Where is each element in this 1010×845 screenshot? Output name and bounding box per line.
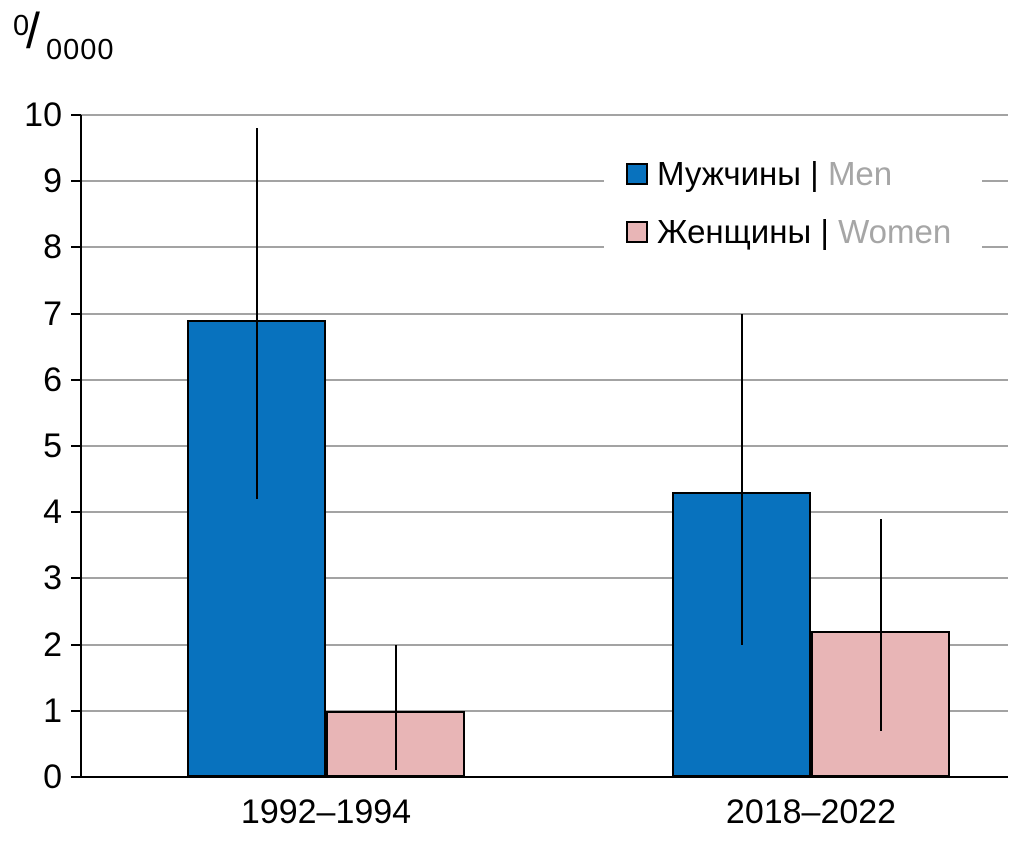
y-tick-mark xyxy=(71,643,81,646)
y-tick-label: 1 xyxy=(43,691,62,730)
y-tick-label: 7 xyxy=(43,294,62,333)
legend-women-label-ru: Женщины xyxy=(657,212,812,250)
y-tick-mark xyxy=(71,445,81,447)
y-tick-mark xyxy=(71,577,81,580)
x-tick-label: 2018–2022 xyxy=(725,793,897,831)
gridline xyxy=(81,246,1008,249)
y-axis xyxy=(80,115,82,777)
gridline xyxy=(81,643,1008,646)
gridline xyxy=(81,180,1008,183)
y-tick-mark xyxy=(71,709,81,712)
gridline xyxy=(81,445,1008,447)
y-tick-mark xyxy=(71,246,81,249)
y-axis-unit-label: 0 / 0000 xyxy=(13,3,123,70)
y-tick-label: 10 xyxy=(24,96,62,134)
legend-separator: | xyxy=(801,154,828,192)
legend-women-label-en: Women xyxy=(838,212,952,250)
error-bar-women-1 xyxy=(879,518,882,731)
gridline xyxy=(81,511,1008,514)
y-tick-mark xyxy=(71,114,81,116)
legend-men-label-ru: Мужчины xyxy=(657,154,802,192)
y-tick-mark xyxy=(71,180,81,183)
legend: Мужчины | Men Женщины | Women xyxy=(604,142,982,263)
men-series-swatch xyxy=(626,162,648,185)
y-tick-mark xyxy=(71,312,81,315)
gridline xyxy=(81,378,1008,381)
unit-denominator: 0000 xyxy=(46,34,115,66)
x-tick-label: 1992–1994 xyxy=(240,793,412,831)
gridline xyxy=(81,114,1008,116)
unit-slash: / xyxy=(26,3,40,59)
gridline xyxy=(81,577,1008,580)
unit-numerator: 0 xyxy=(13,10,30,42)
legend-item-men: Мужчины | Men xyxy=(626,153,982,195)
y-tick-mark xyxy=(71,378,81,381)
error-bar-women-0 xyxy=(394,644,397,771)
error-bar-men-1 xyxy=(740,313,743,645)
legend-separator: | xyxy=(811,212,839,250)
y-tick-label: 4 xyxy=(43,493,62,532)
error-bar-men-0 xyxy=(255,128,258,499)
gridline xyxy=(81,709,1008,712)
y-tick-label: 8 xyxy=(43,228,62,267)
x-axis xyxy=(71,776,1008,778)
y-tick-label: 0 xyxy=(43,758,62,796)
gridline xyxy=(81,312,1008,315)
y-tick-label: 2 xyxy=(43,625,62,664)
legend-item-women: Женщины | Women xyxy=(626,211,982,253)
y-tick-label: 6 xyxy=(43,360,62,399)
y-tick-label: 3 xyxy=(43,559,62,598)
women-series-swatch xyxy=(626,220,648,243)
y-tick-mark xyxy=(71,511,81,514)
legend-men-label-en: Men xyxy=(827,154,893,192)
y-tick-label: 5 xyxy=(43,427,62,465)
y-tick-label: 9 xyxy=(43,162,62,201)
